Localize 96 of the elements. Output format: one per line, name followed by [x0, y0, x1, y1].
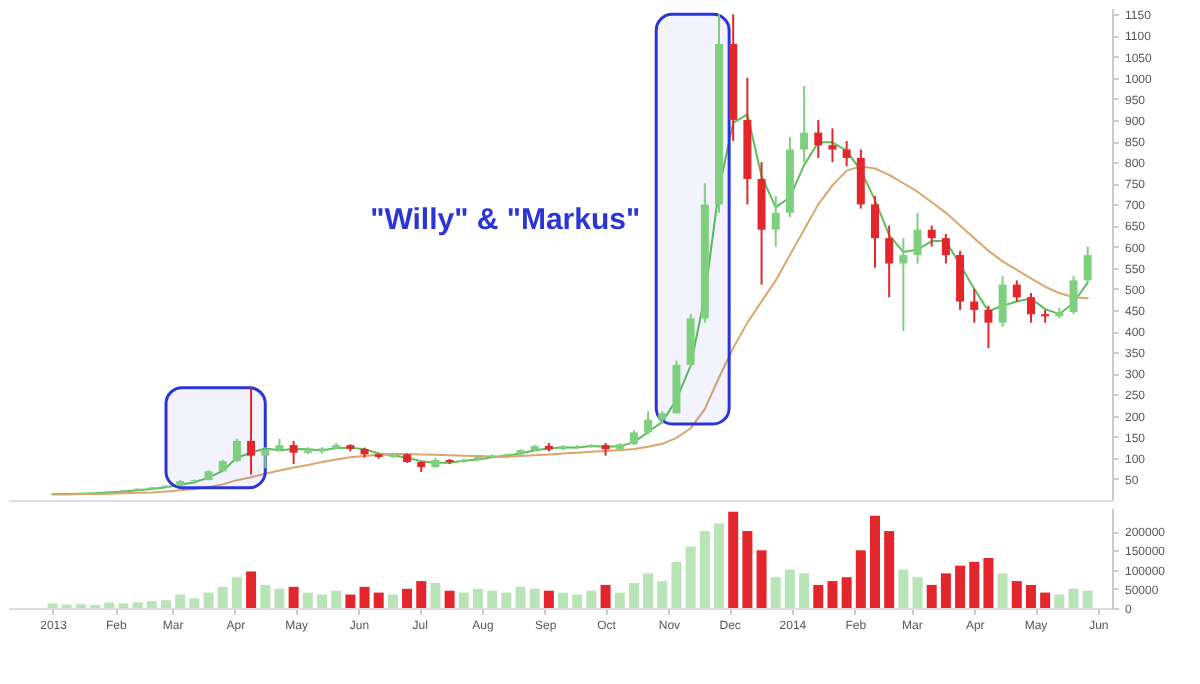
- bar: [628, 583, 639, 608]
- candlestick: [686, 313, 695, 368]
- bar: [614, 592, 625, 608]
- bar: [926, 584, 937, 608]
- candlestick: [998, 275, 1007, 328]
- bar: [373, 592, 384, 608]
- bar: [487, 590, 498, 608]
- bar: [501, 592, 512, 608]
- bar: [558, 592, 569, 608]
- bar: [345, 594, 356, 608]
- bar: [402, 588, 413, 608]
- bar: [472, 588, 483, 608]
- candlestick: [247, 386, 256, 476]
- candlestick: [899, 237, 908, 333]
- bar: [416, 581, 427, 608]
- candlestick: [771, 194, 780, 248]
- bar: [855, 550, 866, 608]
- bar: [458, 592, 469, 608]
- bar: [161, 600, 171, 608]
- bar: [643, 573, 654, 608]
- bar: [288, 586, 299, 608]
- bar: [331, 590, 342, 608]
- bar: [728, 511, 739, 608]
- candlestick: [984, 304, 993, 349]
- bar: [302, 592, 313, 608]
- bar: [869, 515, 880, 608]
- bar: [316, 594, 327, 608]
- bar: [274, 588, 285, 608]
- candlestick: [885, 224, 894, 299]
- bar: [714, 523, 725, 608]
- candlestick: [870, 194, 879, 269]
- candlestick: [941, 232, 950, 265]
- candlestick: [842, 140, 851, 168]
- bar: [600, 584, 611, 608]
- candlestick: [261, 446, 270, 470]
- bar: [146, 601, 157, 608]
- bar: [756, 550, 767, 608]
- bar: [543, 590, 554, 608]
- bar: [203, 592, 214, 608]
- bar: [515, 586, 526, 608]
- bar: [969, 561, 980, 608]
- bar: [997, 573, 1008, 608]
- candlestick: [814, 118, 823, 159]
- candlestick: [856, 148, 865, 210]
- bar: [1040, 592, 1051, 608]
- candlestick: [927, 224, 936, 248]
- candlestick: [644, 410, 653, 436]
- bar: [444, 590, 455, 608]
- bar: [189, 598, 200, 608]
- bar: [1011, 581, 1022, 608]
- bar: [586, 590, 597, 608]
- bar: [884, 531, 895, 608]
- bar: [770, 577, 781, 608]
- bar: [671, 561, 682, 608]
- candlestick: [232, 437, 241, 463]
- bar: [430, 583, 441, 608]
- candlestick: [956, 249, 965, 311]
- bar: [246, 571, 257, 608]
- bar: [657, 581, 668, 608]
- bar: [1068, 588, 1079, 608]
- bar: [1054, 594, 1065, 608]
- bar: [529, 588, 540, 608]
- bar: [1025, 584, 1036, 608]
- bar: [387, 594, 398, 608]
- bar: [799, 573, 810, 608]
- candlestick: [800, 85, 809, 164]
- bar: [912, 577, 923, 608]
- bar: [217, 586, 228, 608]
- bar: [742, 531, 753, 608]
- bar: [813, 584, 824, 608]
- bar: [940, 573, 951, 608]
- bar: [898, 569, 909, 608]
- bar: [841, 577, 852, 608]
- candlestick: [1069, 275, 1078, 316]
- bar: [685, 546, 696, 608]
- bar: [359, 586, 370, 608]
- candlestick: [913, 211, 922, 265]
- bar: [572, 594, 583, 608]
- bar: [699, 531, 710, 608]
- bar: [231, 577, 242, 608]
- bar: [784, 569, 795, 608]
- candlestick: [1012, 279, 1021, 303]
- candlestick: [828, 127, 837, 164]
- candlestick: [1026, 292, 1035, 324]
- candlestick: [289, 439, 298, 466]
- bar: [827, 581, 838, 608]
- bar: [132, 602, 143, 608]
- bar: [104, 602, 115, 608]
- bar: [983, 558, 994, 608]
- annotation: "Willy" & "Markus": [370, 203, 641, 238]
- candlestick: [1083, 245, 1092, 284]
- bar: [260, 584, 271, 608]
- bar: [175, 594, 186, 608]
- bar: [1082, 590, 1093, 608]
- bar: [955, 565, 966, 608]
- candlestick: [970, 287, 979, 324]
